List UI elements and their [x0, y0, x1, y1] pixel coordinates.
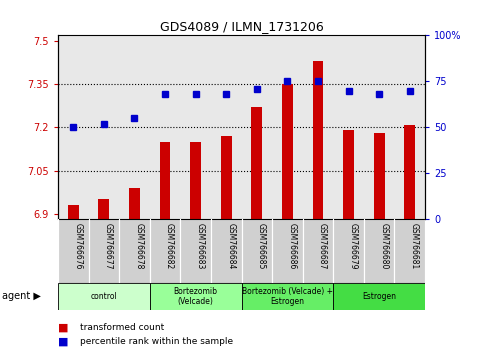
Text: Bortezomib (Velcade) +
Estrogen: Bortezomib (Velcade) + Estrogen	[242, 287, 333, 306]
Bar	[58, 283, 150, 310]
Bar	[99, 199, 109, 219]
Text: GSM766687: GSM766687	[318, 223, 327, 269]
Text: GSM766682: GSM766682	[165, 223, 174, 269]
Text: GSM766685: GSM766685	[257, 223, 266, 269]
Bar	[242, 283, 333, 310]
Bar	[150, 219, 180, 283]
Bar	[119, 219, 150, 283]
Bar	[252, 107, 262, 219]
Text: control: control	[90, 292, 117, 301]
Text: ■: ■	[58, 322, 69, 332]
Text: GSM766683: GSM766683	[196, 223, 205, 269]
Bar	[272, 219, 303, 283]
Bar	[343, 130, 354, 219]
Bar	[303, 219, 333, 283]
Text: transformed count: transformed count	[80, 323, 164, 332]
Bar	[58, 219, 88, 283]
Text: GSM766679: GSM766679	[349, 223, 357, 269]
Bar	[313, 61, 323, 219]
Bar	[374, 133, 384, 219]
Bar	[364, 219, 395, 283]
Bar	[180, 219, 211, 283]
Text: agent ▶: agent ▶	[2, 291, 41, 302]
Text: GSM766678: GSM766678	[134, 223, 143, 269]
Bar	[333, 283, 425, 310]
Text: percentile rank within the sample: percentile rank within the sample	[80, 337, 233, 346]
Text: GSM766676: GSM766676	[73, 223, 82, 269]
Bar	[242, 219, 272, 283]
Bar	[160, 142, 170, 219]
Title: GDS4089 / ILMN_1731206: GDS4089 / ILMN_1731206	[159, 20, 324, 33]
Bar	[221, 136, 231, 219]
Text: Bortezomib
(Velcade): Bortezomib (Velcade)	[173, 287, 218, 306]
Text: ■: ■	[58, 337, 69, 347]
Text: Estrogen: Estrogen	[362, 292, 396, 301]
Text: GSM766684: GSM766684	[226, 223, 235, 269]
Text: GSM766686: GSM766686	[287, 223, 297, 269]
Bar	[333, 219, 364, 283]
Bar	[211, 219, 242, 283]
Bar	[150, 283, 242, 310]
Text: GSM766681: GSM766681	[410, 223, 419, 269]
Bar	[282, 84, 293, 219]
Bar	[68, 205, 79, 219]
Text: GSM766680: GSM766680	[379, 223, 388, 269]
Text: GSM766677: GSM766677	[104, 223, 113, 269]
Bar	[190, 142, 201, 219]
Bar	[395, 219, 425, 283]
Bar	[88, 219, 119, 283]
Bar	[404, 125, 415, 219]
Bar	[129, 188, 140, 219]
